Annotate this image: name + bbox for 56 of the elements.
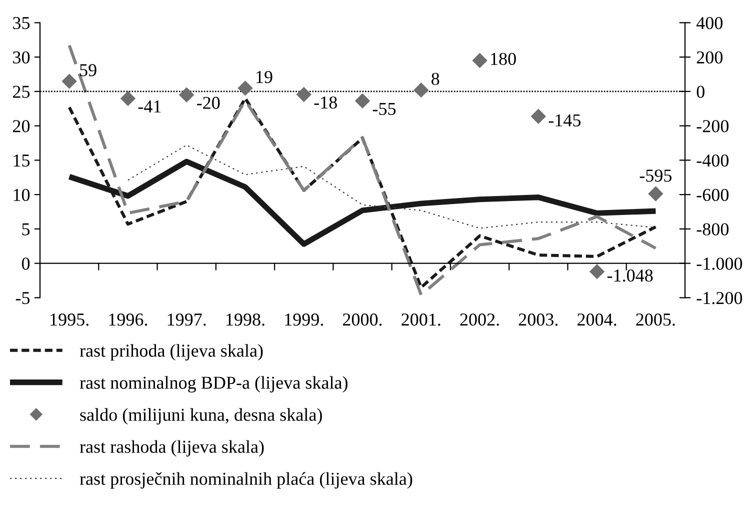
y2-tick-label: -600 (696, 188, 729, 202)
legend-label: rast rashoda (lijeva skala) (80, 440, 264, 457)
x-tick-label: 2003. (518, 314, 558, 326)
point (589, 264, 605, 280)
point (648, 186, 664, 202)
point (530, 108, 546, 124)
y2-tick-label: -400 (696, 154, 729, 167)
data-label: -20 (196, 96, 220, 109)
x-tick-label: 2005. (636, 314, 675, 326)
data-label: -55 (372, 102, 396, 115)
x-tick-label: 1997. (168, 314, 206, 326)
y2-tick-label: -800 (696, 223, 729, 236)
point (120, 90, 136, 106)
x-tick-label: 2001. (402, 314, 440, 326)
y2-tick-label: 400 (696, 16, 723, 30)
point (178, 87, 194, 102)
data-label: -1.048 (607, 269, 653, 282)
y-tick-label: -5 (16, 292, 30, 304)
point (296, 86, 312, 102)
legend-label: saldo (milijuni kuna, desna skala) (80, 408, 322, 425)
y2-tick-label: 0 (696, 86, 704, 98)
y-tick-label: 10 (14, 188, 30, 202)
y2-tick-label: -1.000 (696, 258, 742, 270)
y-tick-label: 5 (22, 223, 30, 236)
x-tick-label: 1996. (109, 314, 148, 326)
point (414, 82, 429, 98)
data-label: -41 (138, 100, 161, 112)
data-label: 19 (256, 70, 272, 84)
x-tick-label: 1999. (285, 314, 323, 326)
data-label: -18 (314, 96, 337, 109)
data-label: 180 (491, 52, 516, 66)
x-tick-label: 1995. (50, 314, 88, 326)
y-tick-label: 20 (13, 120, 30, 132)
point (354, 93, 370, 109)
x-tick-label: 1998. (226, 314, 264, 326)
y2-tick-label: 200 (696, 51, 723, 64)
data-label: -595 (640, 170, 672, 182)
point (472, 52, 488, 68)
legend-label: rast prihoda (lijeva skala) (80, 344, 263, 360)
y-tick-label: 35 (13, 17, 30, 30)
point (62, 74, 77, 89)
y2-tick-label: -200 (696, 120, 729, 132)
point (238, 80, 253, 96)
y-tick-label: 30 (13, 51, 30, 64)
x-tick-label: 2002. (460, 314, 499, 326)
legend-label: rast nominalnog BDP-a (lijeva skala) (80, 376, 348, 393)
x-tick-label: 2000. (342, 314, 382, 326)
y-tick-label: 0 (22, 258, 30, 270)
y-tick-label: 25 (13, 86, 30, 98)
data-label: 8 (432, 72, 440, 86)
y2-tick-label: -1.200 (696, 292, 742, 304)
data-label: -145 (548, 114, 581, 126)
legend-label: rast prosječnih nominalnih plaća (lijeva skala) (80, 472, 412, 489)
y-tick-label: 15 (14, 154, 30, 167)
x-tick-label: 2004. (578, 314, 616, 326)
data-label: 59 (80, 64, 96, 76)
